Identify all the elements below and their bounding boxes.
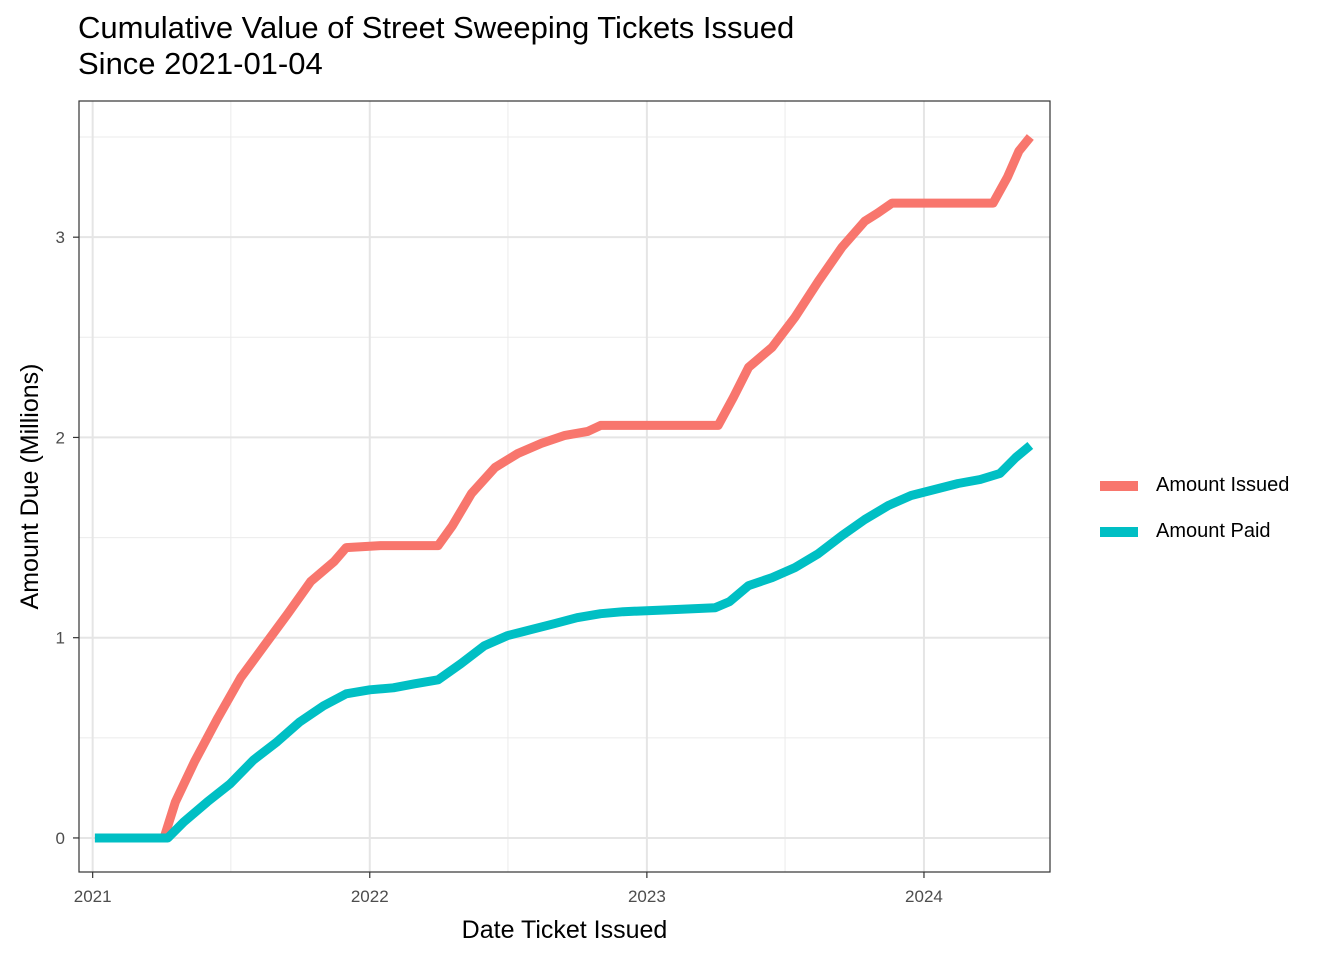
y-axis-title: Amount Due (Millions) [16, 364, 44, 610]
x-tick-label: 2022 [351, 887, 389, 906]
x-tick-label: 2023 [628, 887, 666, 906]
legend-label-amount-paid: Amount Paid [1156, 520, 1271, 542]
y-tick-label: 1 [56, 629, 65, 648]
x-axis-title: Date Ticket Issued [462, 916, 668, 944]
y-tick-label: 3 [56, 228, 65, 247]
x-tick-label: 2021 [74, 887, 112, 906]
legend-label-amount-issued: Amount Issued [1156, 474, 1290, 496]
chart-subtitle: Since 2021-01-04 [78, 46, 323, 81]
chart-title: Cumulative Value of Street Sweeping Tick… [78, 10, 795, 45]
series-line-amount-paid [94, 441, 1034, 843]
y-tick-label: 2 [56, 428, 65, 447]
y-tick-label: 0 [56, 829, 65, 848]
x-tick-label: 2024 [905, 887, 943, 906]
legend-swatch-amount-issued [1100, 481, 1138, 491]
legend-swatch-amount-paid [1100, 527, 1138, 537]
panel-border [78, 100, 1051, 873]
series-line-amount-issued [94, 134, 1034, 843]
